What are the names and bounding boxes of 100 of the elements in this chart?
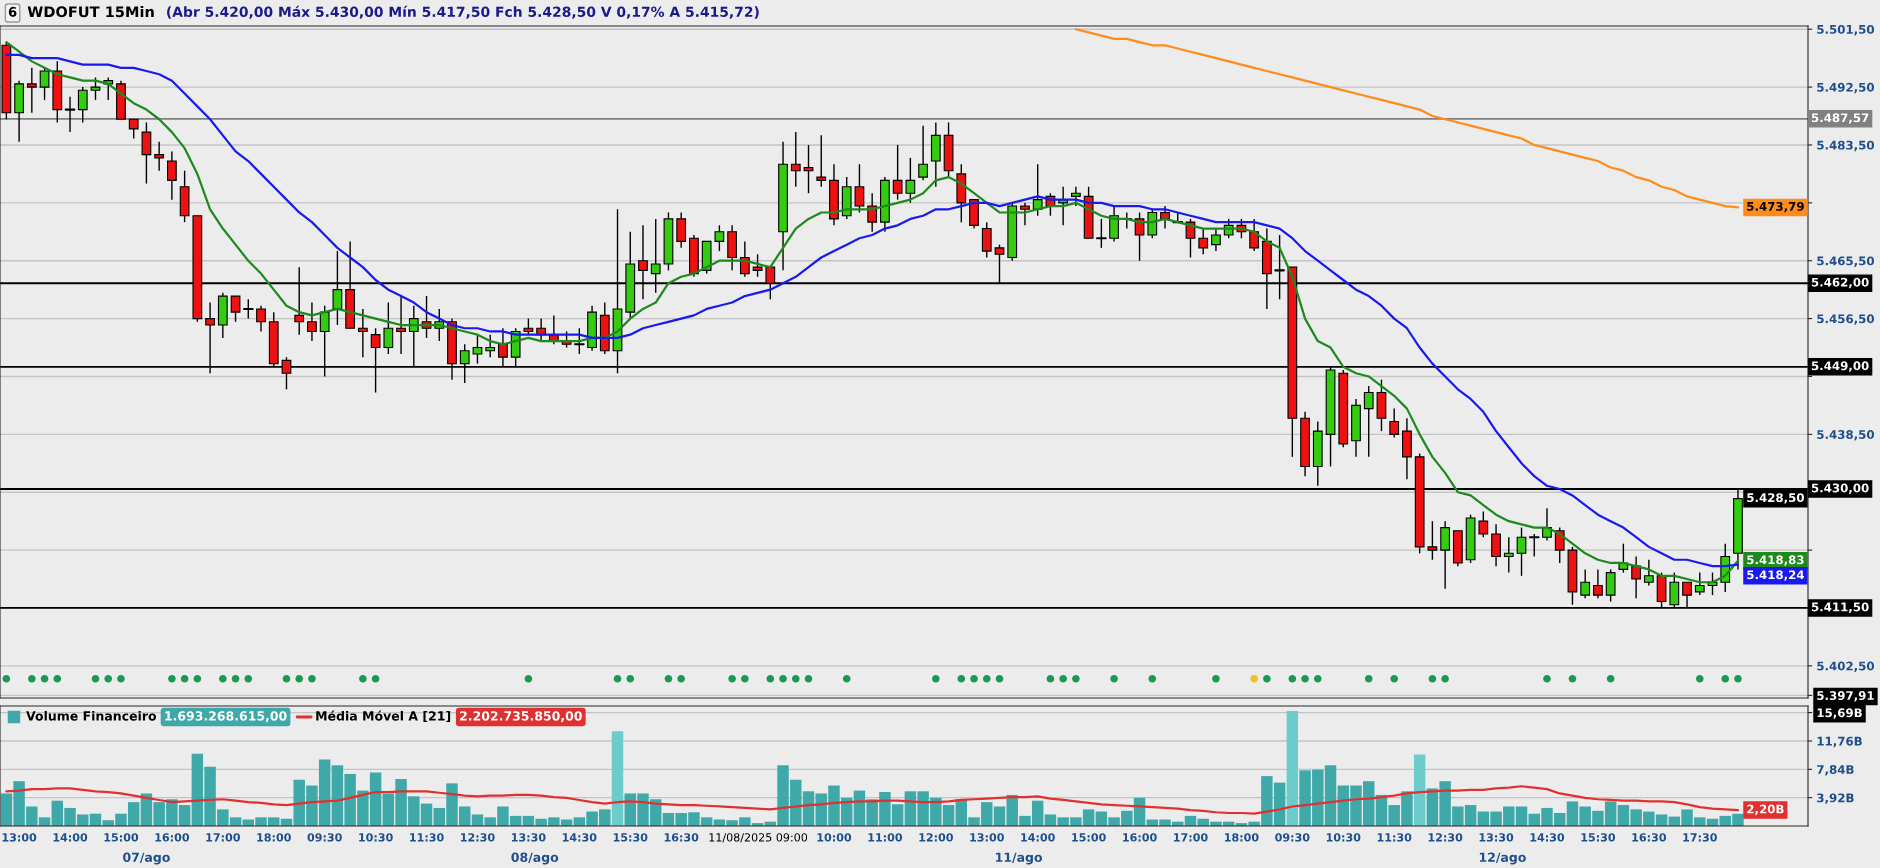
candlestick xyxy=(128,118,139,140)
x-tick-label: 12:30 xyxy=(1428,833,1463,842)
annotation: 1.693.268.615,00 xyxy=(165,711,287,723)
x-tick-label: 14:00 xyxy=(53,833,88,842)
text: 08/ago xyxy=(511,852,559,865)
text: 5.428,50 xyxy=(1747,493,1804,504)
candlestick xyxy=(141,121,152,185)
text: 5.418,24 xyxy=(1747,570,1805,581)
candlestick xyxy=(1440,520,1451,590)
candlestick xyxy=(242,298,254,320)
line-series xyxy=(5,785,1740,815)
candlestick xyxy=(1593,568,1603,600)
x-tick-label: 12:30 xyxy=(461,833,495,842)
bar xyxy=(611,731,624,826)
candlestick xyxy=(1211,227,1221,252)
candlestick xyxy=(1478,510,1489,538)
candlestick xyxy=(676,211,687,249)
candlestick xyxy=(854,163,865,214)
candlestick xyxy=(892,144,903,201)
bar xyxy=(1413,754,1426,826)
text: 07/ago xyxy=(123,852,170,865)
candlestick xyxy=(64,96,76,133)
candlestick xyxy=(1147,208,1158,239)
candlestick xyxy=(1071,186,1081,207)
candlestick xyxy=(1580,568,1591,600)
y-tick-label: 5.456,50 xyxy=(1817,314,1875,325)
candlestick xyxy=(77,86,88,124)
x-tick-label: 15:30 xyxy=(1581,833,1616,842)
candlestick xyxy=(1095,218,1107,249)
text: 11/08/2025 09:00 xyxy=(709,833,808,843)
text: 6 xyxy=(8,6,17,17)
candlestick xyxy=(1427,520,1438,561)
text: 5.473,79 xyxy=(1747,201,1804,213)
x-tick-label: 11:30 xyxy=(1377,833,1412,842)
candlestick xyxy=(1631,555,1641,600)
x-tick-label: 15:30 xyxy=(613,833,648,842)
x-tick-label: 17:30 xyxy=(1683,833,1717,842)
y-tick-label: 15,69B xyxy=(1817,708,1862,719)
candlestick xyxy=(1198,227,1209,255)
y-tick-label: 3,92B xyxy=(1817,793,1854,804)
candlestick xyxy=(26,67,37,114)
x-tick-label: 13:30 xyxy=(511,833,546,842)
candlestick xyxy=(1503,536,1514,574)
x-tick-label: 13:00 xyxy=(2,833,37,842)
candlestick xyxy=(1389,407,1400,439)
candlestick xyxy=(981,221,992,259)
candlestick xyxy=(357,308,368,358)
legend-label: Volume Financeiro xyxy=(26,710,157,721)
text: 2,20B xyxy=(1747,804,1784,816)
candlestick xyxy=(1694,571,1705,596)
x-tick-label: 13:30 xyxy=(1479,833,1514,842)
candlestick xyxy=(1020,202,1030,227)
ref-line-label: 5.462,00 xyxy=(1811,277,1869,289)
y-tick-label: 5.483,50 xyxy=(1817,140,1875,152)
candlestick xyxy=(1516,526,1527,577)
candlestick xyxy=(752,253,763,278)
candlestick xyxy=(1134,211,1145,262)
annotation: 2.202.735.850,00 xyxy=(460,711,582,723)
bar xyxy=(1286,711,1299,826)
y-tick-label: 5.438,50 xyxy=(1817,430,1875,441)
x-tick-label: 17:00 xyxy=(206,833,240,842)
x-tick-label: 16:30 xyxy=(664,833,699,842)
x-tick-label: 09:30 xyxy=(307,833,342,842)
x-tick-label: 11:00 xyxy=(868,833,903,842)
text: 12/ago xyxy=(1479,852,1526,865)
x-tick-label: 16:00 xyxy=(155,833,190,842)
candlestick xyxy=(485,333,496,358)
x-tick-label: 13:00 xyxy=(970,833,1004,842)
x-tick-label: 14:30 xyxy=(1530,833,1565,842)
candlestick xyxy=(154,141,165,172)
candlestick xyxy=(573,327,585,355)
ref-line-label: 5.430,00 xyxy=(1811,483,1869,494)
candlestick xyxy=(90,76,101,101)
candlestick xyxy=(1185,218,1196,259)
candlestick xyxy=(167,150,177,201)
candlestick xyxy=(905,157,916,204)
y-tick-label: 5.501,50 xyxy=(1817,24,1875,36)
x-tick-label: 16:30 xyxy=(1632,833,1666,842)
ref-line-label: 5.411,50 xyxy=(1811,602,1869,613)
candlestick xyxy=(230,295,241,323)
ref-line-label: 5.487,57 xyxy=(1811,113,1869,124)
candlestick xyxy=(816,134,827,188)
candlestick xyxy=(1643,559,1654,587)
y-tick-label: 5.465,50 xyxy=(1817,256,1875,267)
candlestick xyxy=(1109,205,1119,243)
x-tick-label: 18:00 xyxy=(1224,833,1259,842)
text: 11/ago xyxy=(996,852,1043,865)
x-tick-label: 14:30 xyxy=(562,833,597,842)
candlestick xyxy=(1363,385,1374,458)
candlestick xyxy=(867,192,878,233)
legend-label: Média Móvel A [21] xyxy=(316,710,451,723)
x-tick-label: 14:00 xyxy=(1021,833,1055,842)
x-tick-label: 10:30 xyxy=(1326,833,1361,842)
x-tick-label: 18:00 xyxy=(257,833,291,842)
text: 5.418,83 xyxy=(1747,555,1804,566)
y-tick-label: 5.402,50 xyxy=(1817,661,1875,673)
x-tick-label: 11:30 xyxy=(410,833,444,842)
y-tick-label: 5.397,91 xyxy=(1817,691,1874,702)
line-series xyxy=(1074,28,1740,209)
y-tick-label: 11,76B xyxy=(1817,736,1862,748)
